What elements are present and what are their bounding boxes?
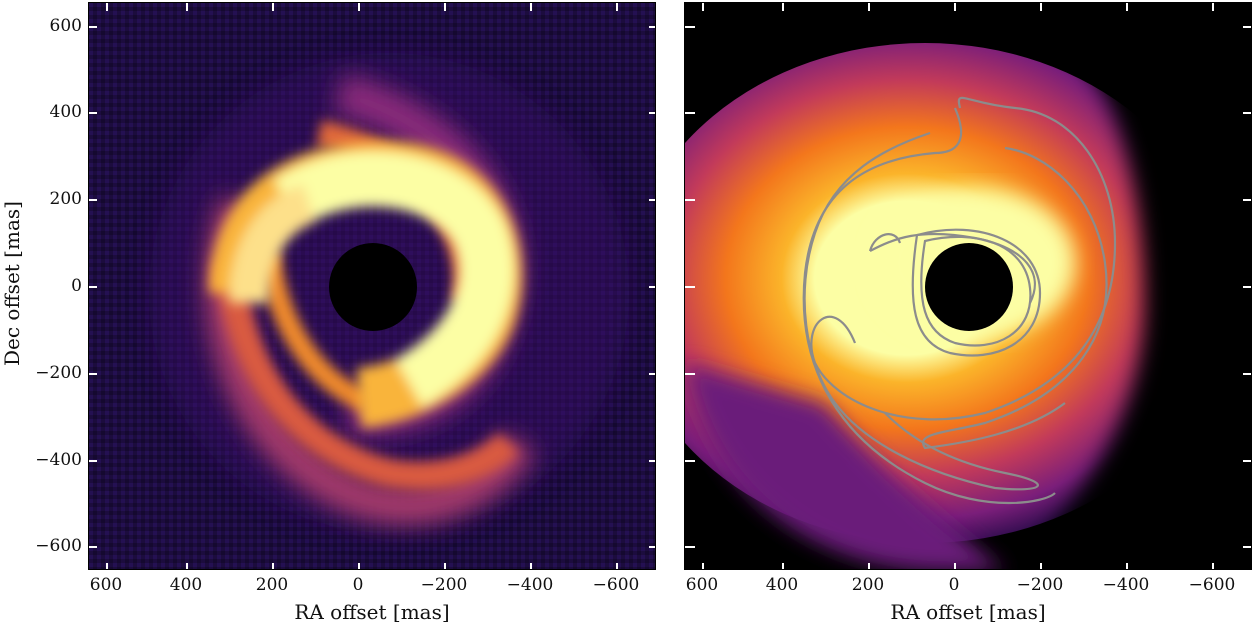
ytick-label: 400: [49, 102, 82, 122]
xtick-label: −600: [1188, 575, 1236, 595]
xtick-label: 600: [685, 575, 719, 595]
xtick-label: 200: [255, 575, 289, 595]
observed-image: [89, 3, 655, 569]
xtick-label: 600: [89, 575, 123, 595]
xtick-label: −400: [1102, 575, 1150, 595]
model-image-panel: [684, 2, 1252, 570]
xtick-label: 400: [765, 575, 799, 595]
y-axis-label: Dec offset [mas]: [0, 201, 24, 366]
xtick-label: −400: [506, 575, 554, 595]
model-image: [685, 3, 1251, 569]
x-axis-label-left: RA offset [mas]: [294, 600, 450, 624]
xtick-label: 200: [851, 575, 885, 595]
x-axis-label-right: RA offset [mas]: [890, 600, 1046, 624]
ytick-label: −200: [35, 363, 82, 383]
observation-contours: [802, 96, 1117, 505]
xtick-label: −600: [592, 575, 640, 595]
ytick-label: 0: [71, 276, 82, 296]
observed-image-panel: [88, 2, 656, 570]
xtick-label: 0: [948, 575, 960, 595]
xtick-label: 0: [352, 575, 364, 595]
ytick-label: 600: [49, 16, 82, 36]
coronagraph-mask: [329, 243, 417, 331]
ytick-label: −600: [35, 536, 82, 556]
xtick-label: 400: [169, 575, 203, 595]
xtick-label: −200: [1016, 575, 1064, 595]
ytick-label: 200: [49, 189, 82, 209]
xtick-label: −200: [420, 575, 468, 595]
ytick-label: −400: [35, 450, 82, 470]
coronagraph-mask: [925, 243, 1013, 331]
